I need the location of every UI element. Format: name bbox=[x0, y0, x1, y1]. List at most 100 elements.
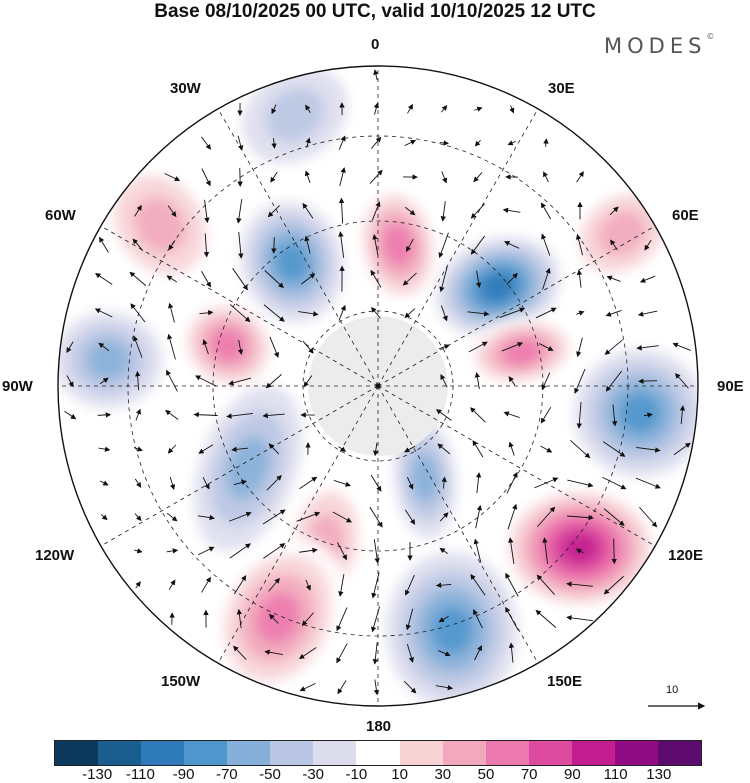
negative-anomaly-contour bbox=[431, 606, 473, 654]
wind-arrow bbox=[201, 136, 211, 150]
wind-arrow bbox=[602, 476, 627, 490]
wind-arrow bbox=[201, 168, 211, 187]
wind-arrow bbox=[66, 375, 74, 388]
wind-arrow bbox=[269, 613, 279, 624]
wind-arrow bbox=[299, 682, 316, 692]
wind-arrow bbox=[439, 547, 449, 554]
wind-arrow bbox=[135, 581, 141, 589]
wind-arrow bbox=[168, 579, 176, 590]
wind-arrow bbox=[336, 643, 348, 664]
wind-arrow bbox=[229, 543, 251, 559]
wind-arrow bbox=[407, 103, 413, 114]
wind-arrow bbox=[474, 645, 482, 661]
colorbar-swatch bbox=[313, 741, 357, 765]
wind-arrow bbox=[134, 548, 143, 554]
colorbar-tick-label: -70 bbox=[215, 766, 238, 783]
wind-arrow bbox=[605, 370, 623, 392]
wind-arrow bbox=[406, 238, 414, 252]
colorbar-tick-label: -130 bbox=[82, 766, 113, 783]
wind-arrow bbox=[470, 407, 486, 423]
map-boundary bbox=[57, 65, 699, 707]
wind-arrow bbox=[165, 410, 179, 420]
wind-arrow bbox=[133, 446, 143, 452]
colorbar-swatch bbox=[485, 741, 529, 765]
wind-arrow bbox=[373, 69, 379, 80]
wind-arrow bbox=[575, 548, 584, 554]
positive-anomaly-contour bbox=[437, 66, 539, 166]
wind-arrow bbox=[262, 509, 286, 525]
meridian-line bbox=[217, 108, 379, 387]
wind-arrow bbox=[263, 304, 285, 322]
wind-arrow bbox=[269, 336, 279, 358]
wind-arrow bbox=[468, 341, 488, 353]
wind-arrow bbox=[606, 275, 621, 282]
wind-arrow bbox=[236, 608, 243, 629]
lon-label-30w: 30W bbox=[170, 80, 201, 97]
wind-arrow bbox=[636, 345, 659, 351]
wind-vectors bbox=[64, 69, 691, 696]
wind-arrow bbox=[574, 368, 586, 394]
wind-arrow bbox=[229, 304, 251, 323]
wind-arrow bbox=[470, 203, 485, 219]
wind-arrow bbox=[576, 402, 582, 429]
wind-arrow bbox=[338, 304, 346, 321]
wind-arrow bbox=[405, 608, 414, 631]
wind-arrow bbox=[404, 308, 416, 319]
colorbar-tick-label: 110 bbox=[603, 766, 628, 783]
wind-arrow bbox=[539, 343, 554, 351]
wind-arrow bbox=[226, 412, 253, 419]
wind-arrow bbox=[305, 104, 311, 113]
wind-arrow bbox=[439, 266, 448, 293]
wind-arrow bbox=[644, 239, 652, 251]
wind-arrow bbox=[167, 205, 177, 218]
colorbar-swatch bbox=[614, 741, 658, 765]
wind-arrow bbox=[576, 171, 584, 183]
wind-arrow bbox=[264, 270, 284, 289]
meridian-line bbox=[217, 385, 379, 664]
modes-logo: MODES© bbox=[604, 32, 714, 58]
wind-arrow bbox=[474, 139, 481, 147]
wind-arrow bbox=[66, 341, 74, 354]
wind-arrow bbox=[505, 606, 519, 631]
colorbar-swatch bbox=[356, 741, 400, 765]
wind-arrow bbox=[198, 546, 215, 556]
wind-arrow bbox=[262, 412, 285, 419]
colorbar-swatch bbox=[227, 741, 271, 765]
wind-arrow bbox=[298, 311, 319, 317]
wind-arrow bbox=[540, 406, 552, 424]
wind-arrow bbox=[639, 506, 658, 528]
wind-arrow bbox=[441, 476, 447, 489]
wind-arrow bbox=[134, 204, 142, 217]
wind-arrow bbox=[270, 171, 278, 183]
wind-arrow bbox=[130, 303, 146, 323]
wind-arrow bbox=[236, 199, 243, 224]
colorbar-swatch bbox=[399, 741, 443, 765]
wind-arrow bbox=[373, 442, 379, 457]
wind-arrow bbox=[475, 504, 483, 529]
wind-arrow bbox=[372, 642, 379, 665]
colorbar-tick-label: 50 bbox=[477, 766, 495, 783]
wind-arrow bbox=[373, 102, 379, 115]
negative-anomaly-contour bbox=[265, 87, 325, 143]
wind-arrow bbox=[304, 170, 311, 183]
wind-arrow bbox=[268, 577, 280, 592]
wind-arrow bbox=[264, 649, 283, 655]
wind-arrow bbox=[373, 679, 380, 696]
lon-label-120w: 120W bbox=[35, 547, 75, 564]
meridian-line bbox=[377, 108, 539, 387]
wind-arrow bbox=[166, 275, 178, 283]
wind-arrow bbox=[570, 439, 591, 459]
meridian-line bbox=[377, 385, 656, 547]
wind-arrow bbox=[567, 479, 594, 488]
wind-arrow bbox=[611, 538, 617, 565]
wind-arrow bbox=[233, 479, 247, 486]
wind-arrow bbox=[373, 539, 380, 564]
wind-arrow bbox=[508, 642, 515, 663]
wind-arrow bbox=[167, 444, 176, 454]
wind-arrow bbox=[541, 372, 551, 391]
colorbar-swatch bbox=[141, 741, 185, 765]
wind-arrow bbox=[305, 137, 311, 148]
south-pole-marker bbox=[375, 383, 381, 389]
colorbar-tick-label: -50 bbox=[259, 766, 281, 783]
wind-arrow bbox=[542, 267, 551, 290]
